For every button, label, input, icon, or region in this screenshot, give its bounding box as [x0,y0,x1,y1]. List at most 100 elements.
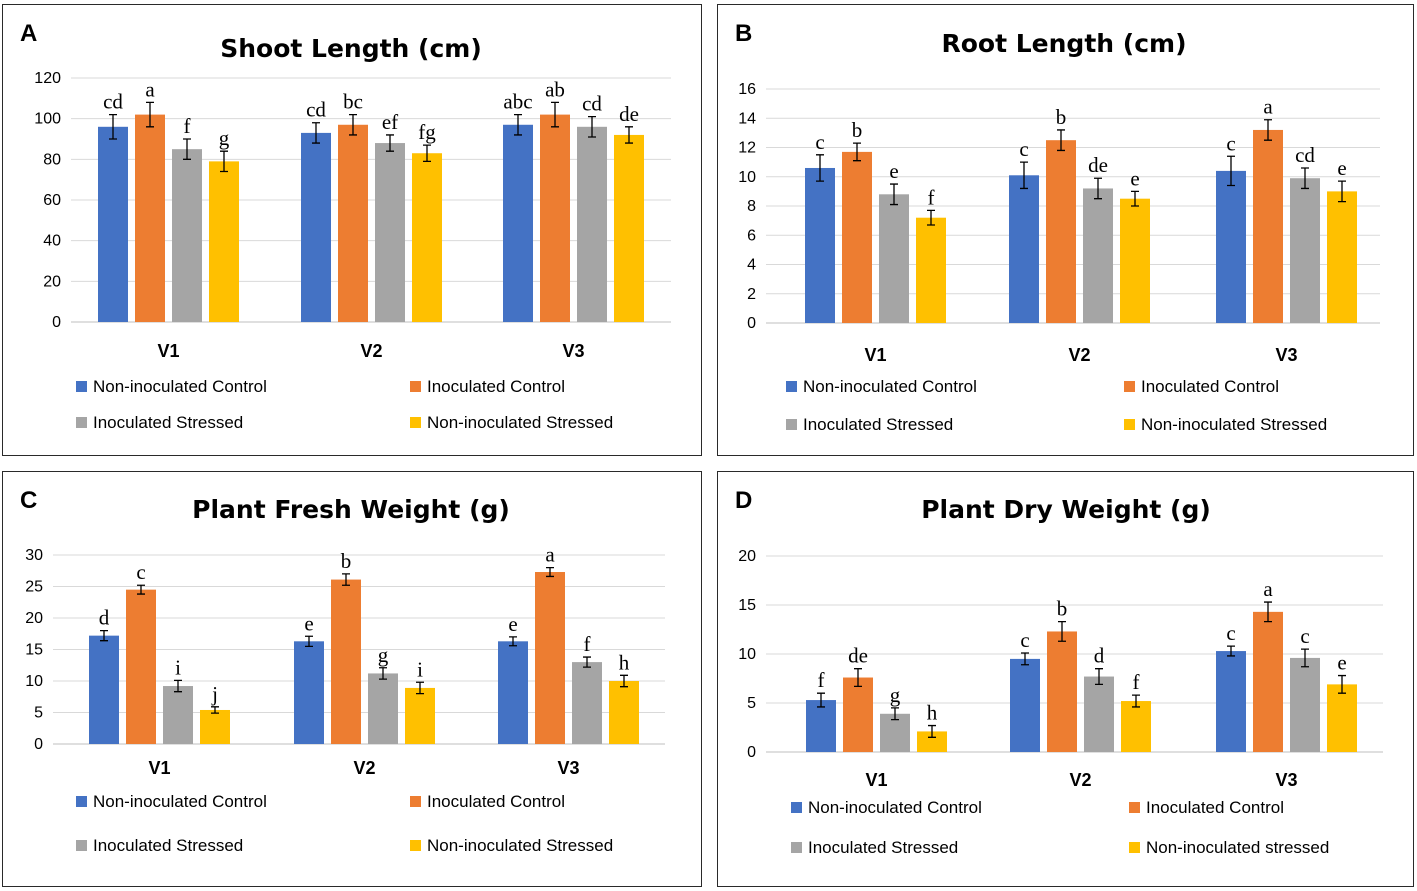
bar [89,635,119,744]
significance-letter: ef [382,110,398,134]
significance-letter: b [852,118,863,142]
significance-letter: cd [103,90,123,114]
error-bar [1095,668,1103,686]
legend-label: Non-inoculated Control [808,798,982,817]
bar [375,143,405,322]
significance-letter: de [848,644,868,668]
significance-letter: cd [1295,143,1315,167]
y-tick-label: 100 [34,111,61,128]
y-tick-label: 2 [747,286,756,303]
error-bar [100,629,108,642]
bar [1047,631,1077,752]
y-tick-label: 80 [43,151,61,168]
legend-label: Non-inoculated Stressed [427,413,613,432]
x-category-label: V1 [865,770,887,790]
legend-swatch [786,419,797,430]
significance-letter: de [619,102,639,126]
bar [503,124,533,323]
significance-letter: c [136,560,145,584]
panel-d: D Plant Dry Weight (g) 0 5 10 15 20 f de g h V1 c b d f… [717,471,1414,887]
significance-letter: b [1057,597,1068,621]
legend-label: Inoculated Stressed [93,836,243,855]
bar [172,149,202,322]
error-bar [1094,177,1102,200]
legend-swatch [76,417,87,428]
y-tick-label: 5 [747,695,756,712]
x-category-label: V3 [557,758,579,778]
chart-svg: D Plant Dry Weight (g)05101520fdeghV1cbdf… [735,487,1383,857]
bar [577,126,607,322]
y-tick-label: 120 [34,70,61,87]
significance-letter: g [890,683,901,707]
significance-letter: c [1226,131,1235,155]
error-bar [1338,674,1346,694]
chart-title: Shoot Length (cm) [220,34,482,63]
bar [1253,129,1283,323]
error-bar [146,101,154,128]
significance-letter: abc [503,90,532,114]
bar [1216,651,1246,752]
bar [301,132,331,322]
bar [1120,198,1150,323]
bar [916,217,946,323]
error-bar [305,635,313,647]
bar [331,579,361,744]
error-bar [416,681,424,695]
legend-label: Non-inoculated stressed [1146,838,1329,857]
error-bar [1264,119,1272,141]
significance-letter: i [417,657,423,681]
legend-label: Inoculated Control [1146,798,1284,817]
error-bar [342,573,350,586]
error-bar [620,674,628,688]
chart-title: Root Length (cm) [941,29,1186,58]
error-bar [1264,601,1272,623]
significance-letter: f [818,668,825,692]
y-tick-label: 20 [25,610,43,627]
error-bar [927,209,935,226]
error-bar [928,724,936,738]
error-bar [816,154,824,182]
error-bar [853,142,861,162]
legend-swatch [76,796,87,807]
significance-letter: h [619,650,630,674]
error-bar [423,144,431,163]
legend-label: Non-inoculated Stressed [1141,415,1327,434]
chart-title: Plant Dry Weight (g) [921,495,1211,524]
significance-letter: j [211,682,218,706]
error-bar [183,138,191,160]
y-tick-label: 10 [25,673,43,690]
error-bar [1057,129,1065,152]
error-bar [174,679,182,693]
y-tick-label: 0 [747,744,756,761]
significance-letter: d [1094,644,1105,668]
error-bar [1338,180,1346,203]
bar [609,681,639,744]
bar [163,686,193,744]
significance-letter: e [304,611,313,635]
error-bar [551,101,559,128]
x-category-label: V2 [353,758,375,778]
y-tick-label: 15 [25,642,43,659]
significance-letter: f [584,632,591,656]
panel-letter: B [735,20,752,47]
y-tick-label: 20 [43,273,61,290]
y-tick-label: 40 [43,233,61,250]
error-bar [137,584,145,595]
legend-swatch [1124,381,1135,392]
significance-letter: e [889,159,898,183]
x-category-label: V2 [1069,770,1091,790]
bar [805,167,835,323]
bar [917,731,947,752]
legend-label: Inoculated Stressed [803,415,953,434]
bar [405,687,435,744]
error-bar [109,113,117,140]
error-bar [379,667,387,680]
y-tick-label: 25 [25,579,43,596]
y-tick-label: 14 [738,110,756,127]
significance-letter: e [1337,156,1346,180]
bar [412,153,442,322]
bar [842,151,872,323]
y-tick-label: 5 [34,705,43,722]
significance-letter: g [219,126,230,150]
